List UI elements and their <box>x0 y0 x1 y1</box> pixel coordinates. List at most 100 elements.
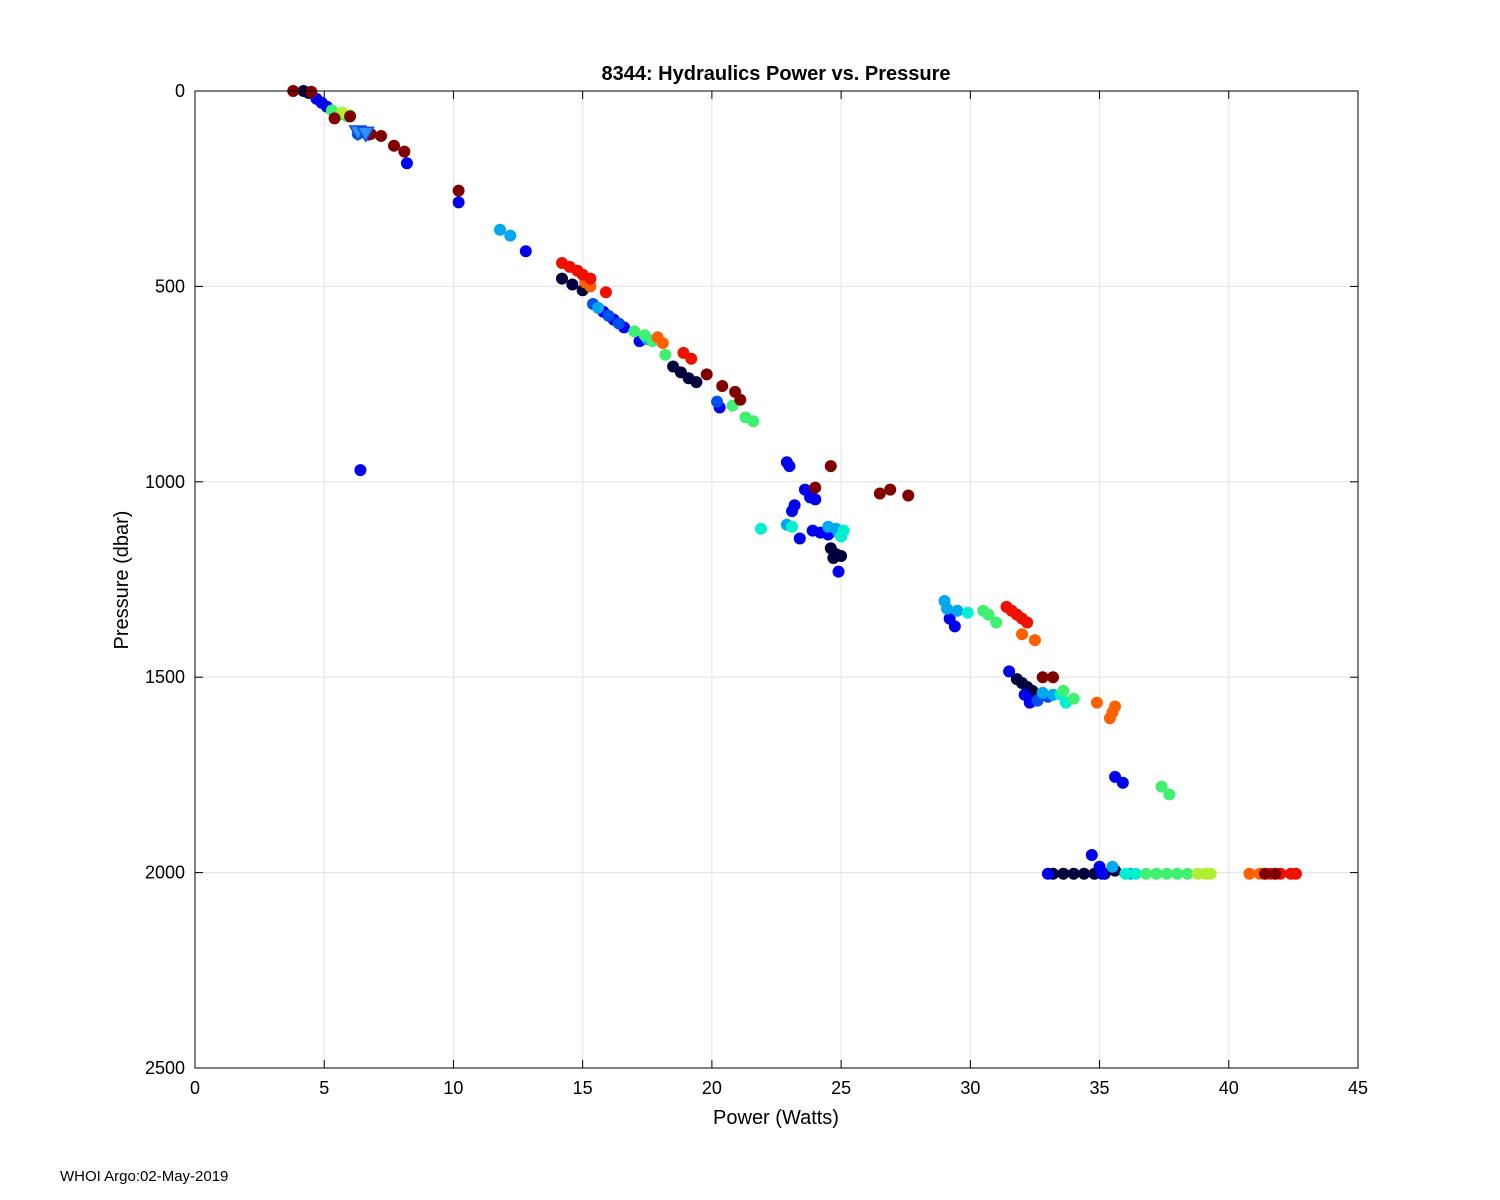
x-tick-label: 45 <box>1348 1078 1368 1098</box>
data-point-blue <box>519 245 532 258</box>
data-point-very-dark-blue <box>1078 867 1091 880</box>
data-point-yellow-green <box>1204 867 1217 880</box>
data-point-cyan <box>1129 867 1142 880</box>
data-point-green <box>1181 867 1194 880</box>
data-point-dark-red <box>1258 867 1271 880</box>
data-point-orange <box>656 337 669 350</box>
data-point-blue <box>832 565 845 578</box>
data-point-medium-blue <box>612 317 625 330</box>
data-point-dark-red <box>884 483 897 496</box>
data-point-dark-red <box>1047 671 1060 684</box>
data-point-very-dark-blue <box>555 272 568 285</box>
data-point-cyan <box>754 522 767 535</box>
footer-stamp: WHOI Argo:02-May-2019 <box>60 1168 229 1185</box>
data-point-very-dark-blue <box>690 376 703 389</box>
data-point-medium-blue <box>711 395 724 408</box>
y-tick-label: 1000 <box>145 472 185 492</box>
plot-frame <box>194 90 1359 1069</box>
data-point-green <box>990 616 1003 629</box>
data-point-dark-red <box>1269 867 1282 880</box>
data-point-green <box>1171 867 1184 880</box>
data-point-dark-red <box>873 487 886 500</box>
data-point-blue <box>1085 849 1098 862</box>
data-point-red <box>685 352 698 365</box>
data-point-blue <box>1041 867 1054 880</box>
data-point-dark-red <box>452 184 465 197</box>
y-tick-label: 2500 <box>145 1058 185 1078</box>
data-point-dark-red <box>344 110 357 123</box>
data-point-red <box>1289 867 1302 880</box>
data-point-green <box>1163 788 1176 801</box>
data-point-cyan <box>835 530 848 543</box>
data-point-cyan <box>961 606 974 619</box>
data-point-sky-blue <box>592 301 605 314</box>
triangle-marker <box>356 126 375 143</box>
data-point-blue <box>354 464 367 477</box>
data-point-sky-blue <box>951 604 964 617</box>
data-point-sky-blue <box>493 223 506 236</box>
data-point-very-dark-blue <box>566 278 579 291</box>
data-point-medium-blue <box>602 309 615 322</box>
y-tick-label: 1500 <box>145 667 185 687</box>
data-points <box>287 85 1302 880</box>
data-point-cyan <box>786 520 799 533</box>
data-point-dark-red <box>305 85 318 98</box>
data-point-very-dark-blue <box>1057 867 1070 880</box>
data-point-orange <box>1109 700 1122 713</box>
data-point-red <box>584 272 597 285</box>
data-point-blue <box>452 196 465 209</box>
data-point-green <box>747 415 760 428</box>
data-point-orange <box>1090 696 1103 709</box>
data-point-sky-blue <box>1106 860 1119 873</box>
x-tick-label: 20 <box>702 1078 722 1098</box>
data-point-blue <box>783 460 796 473</box>
data-point-green <box>1140 867 1153 880</box>
data-point-green <box>982 608 995 621</box>
data-point-dark-red <box>375 129 388 142</box>
data-point-blue <box>948 620 961 633</box>
data-point-dark-red <box>388 139 401 152</box>
y-tick-label: 500 <box>155 276 185 296</box>
axis-ticks: 0 5 10 15 20 25 30 35 40 45 0 500 1000 1500 2000 2500 <box>145 81 1368 1098</box>
data-point-green <box>1150 867 1163 880</box>
data-point-green <box>628 325 641 338</box>
data-point-green <box>1067 692 1080 705</box>
x-tick-label: 35 <box>1090 1078 1110 1098</box>
data-point-dark-red <box>328 112 341 125</box>
x-tick-label: 30 <box>960 1078 980 1098</box>
data-point-dark-red <box>824 460 837 473</box>
x-tick-label: 5 <box>319 1078 329 1098</box>
x-tick-label: 0 <box>190 1078 200 1098</box>
data-point-sky-blue <box>1036 686 1049 699</box>
data-point-green <box>1155 780 1168 793</box>
data-point-green <box>1160 867 1173 880</box>
x-tick-label: 40 <box>1219 1078 1239 1098</box>
data-point-dark-red <box>734 393 747 406</box>
data-point-green <box>659 348 672 361</box>
data-point-blue <box>809 493 822 506</box>
y-tick-label: 2000 <box>145 863 185 883</box>
data-point-dark-red <box>700 368 713 381</box>
data-point-dark-red <box>716 380 729 393</box>
y-axis-label: Pressure (dbar) <box>111 511 133 650</box>
y-tick-label: 0 <box>175 81 185 101</box>
data-point-blue <box>1003 665 1016 678</box>
data-point-blue <box>786 505 799 518</box>
data-point-blue <box>1116 776 1129 789</box>
data-point-very-dark-blue <box>1067 867 1080 880</box>
data-point-blue <box>793 532 806 545</box>
data-point-dark-red <box>809 481 822 494</box>
grid <box>195 91 1358 1068</box>
data-point-green <box>1057 684 1070 697</box>
data-point-orange <box>1016 628 1029 641</box>
data-point-red <box>599 286 612 299</box>
data-point-sky-blue <box>941 602 954 615</box>
x-tick-label: 25 <box>831 1078 851 1098</box>
chart-title: 8344: Hydraulics Power vs. Pressure <box>601 63 950 85</box>
data-point-very-dark-blue <box>827 552 840 565</box>
x-tick-label: 10 <box>443 1078 463 1098</box>
data-point-dark-red <box>1036 671 1049 684</box>
data-point-dark-red <box>902 489 915 502</box>
data-point-orange <box>1103 712 1116 725</box>
x-tick-label: 15 <box>573 1078 593 1098</box>
